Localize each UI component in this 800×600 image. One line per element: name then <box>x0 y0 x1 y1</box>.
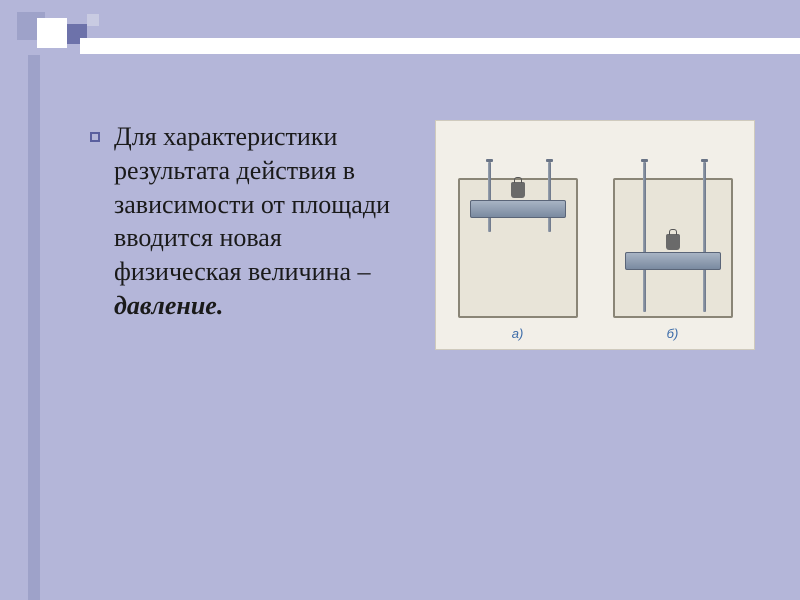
content-area: Для характеристики результата действия в… <box>90 120 760 350</box>
substrate-block <box>458 178 578 318</box>
figure-column: а) б) <box>430 120 760 350</box>
bullet-row: Для характеристики результата действия в… <box>90 120 410 323</box>
experiment-a: а) <box>458 178 578 341</box>
weight-icon <box>511 182 525 198</box>
panel-label: а) <box>512 326 524 341</box>
deco-square <box>87 14 99 26</box>
text-column: Для характеристики результата действия в… <box>90 120 410 323</box>
left-bar <box>28 55 40 600</box>
top-bar <box>80 38 800 54</box>
nail-icon <box>548 162 551 232</box>
panel-label: б) <box>667 326 679 341</box>
body-paragraph: Для характеристики результата действия в… <box>114 120 410 323</box>
paragraph-emphasis: давление. <box>114 291 223 320</box>
nail-icon <box>703 162 706 312</box>
press-bar <box>625 252 721 270</box>
weight-icon <box>666 234 680 250</box>
experiment-b: б) <box>613 178 733 341</box>
substrate-block <box>613 178 733 318</box>
press-bar <box>470 200 566 218</box>
paragraph-text: Для характеристики результата действия в… <box>114 122 390 286</box>
nail-icon <box>643 162 646 312</box>
bullet-icon <box>90 132 100 142</box>
figure-frame: а) б) <box>435 120 755 350</box>
nail-icon <box>488 162 491 232</box>
deco-square <box>37 18 67 48</box>
